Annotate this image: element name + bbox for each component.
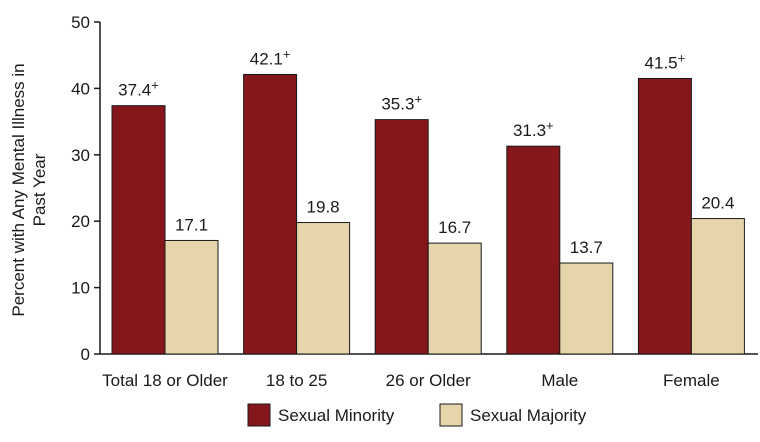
bar-sexual-majority [164,239,219,355]
bar-sexual-minority [637,77,692,355]
data-label: 19.8 [307,198,340,217]
data-label: 16.7 [438,218,471,237]
data-label: 20.4 [701,194,734,213]
data-label: 41.5+ [645,50,686,72]
legend-label: Sexual Minority [278,406,395,425]
x-category-label: Female [663,371,720,390]
bar-sexual-minority [111,105,166,355]
data-label: 37.4+ [118,78,159,100]
data-label: 31.3+ [513,118,554,140]
y-tick-label: 30 [71,146,90,165]
x-axis-labels: Total 18 or Older 18 to 25 26 or Older Male… [102,371,720,390]
legend-swatch [439,403,463,427]
bars: 37.4+ 17.1 42.1+ 19.8 35.3+ 16.7 31.3+ 13.7 41.5… [111,46,745,355]
bar-sexual-majority [690,218,745,355]
data-label: 42.1+ [250,46,291,68]
x-category-label: 26 or Older [386,371,471,390]
x-category-label: 18 to 25 [266,371,327,390]
data-label: 17.1 [175,215,208,234]
y-axis-title-line-1: Percent with Any Mental Illness in [9,63,28,316]
bar-sexual-majority [559,262,614,355]
legend-swatch [247,403,271,427]
data-label: 35.3+ [381,92,422,114]
bar-sexual-minority [374,119,429,355]
x-category-label: Total 18 or Older [102,371,228,390]
bar-sexual-majority [296,222,351,355]
y-tick-label: 40 [71,79,90,98]
bar-sexual-majority [427,242,482,355]
x-category-label: Male [541,371,578,390]
y-tick-label: 50 [71,13,90,32]
y-tick-label: 10 [71,279,90,298]
y-axis-title-line-2: Past Year [30,153,49,226]
y-tick-label: 0 [81,345,90,364]
legend: Sexual Minority Sexual Majority [247,403,587,427]
bar-sexual-minority [243,73,298,355]
legend-label: Sexual Majority [470,406,587,425]
bar-sexual-minority [506,145,561,355]
data-label: 13.7 [570,238,603,257]
y-tick-label: 20 [71,212,90,231]
